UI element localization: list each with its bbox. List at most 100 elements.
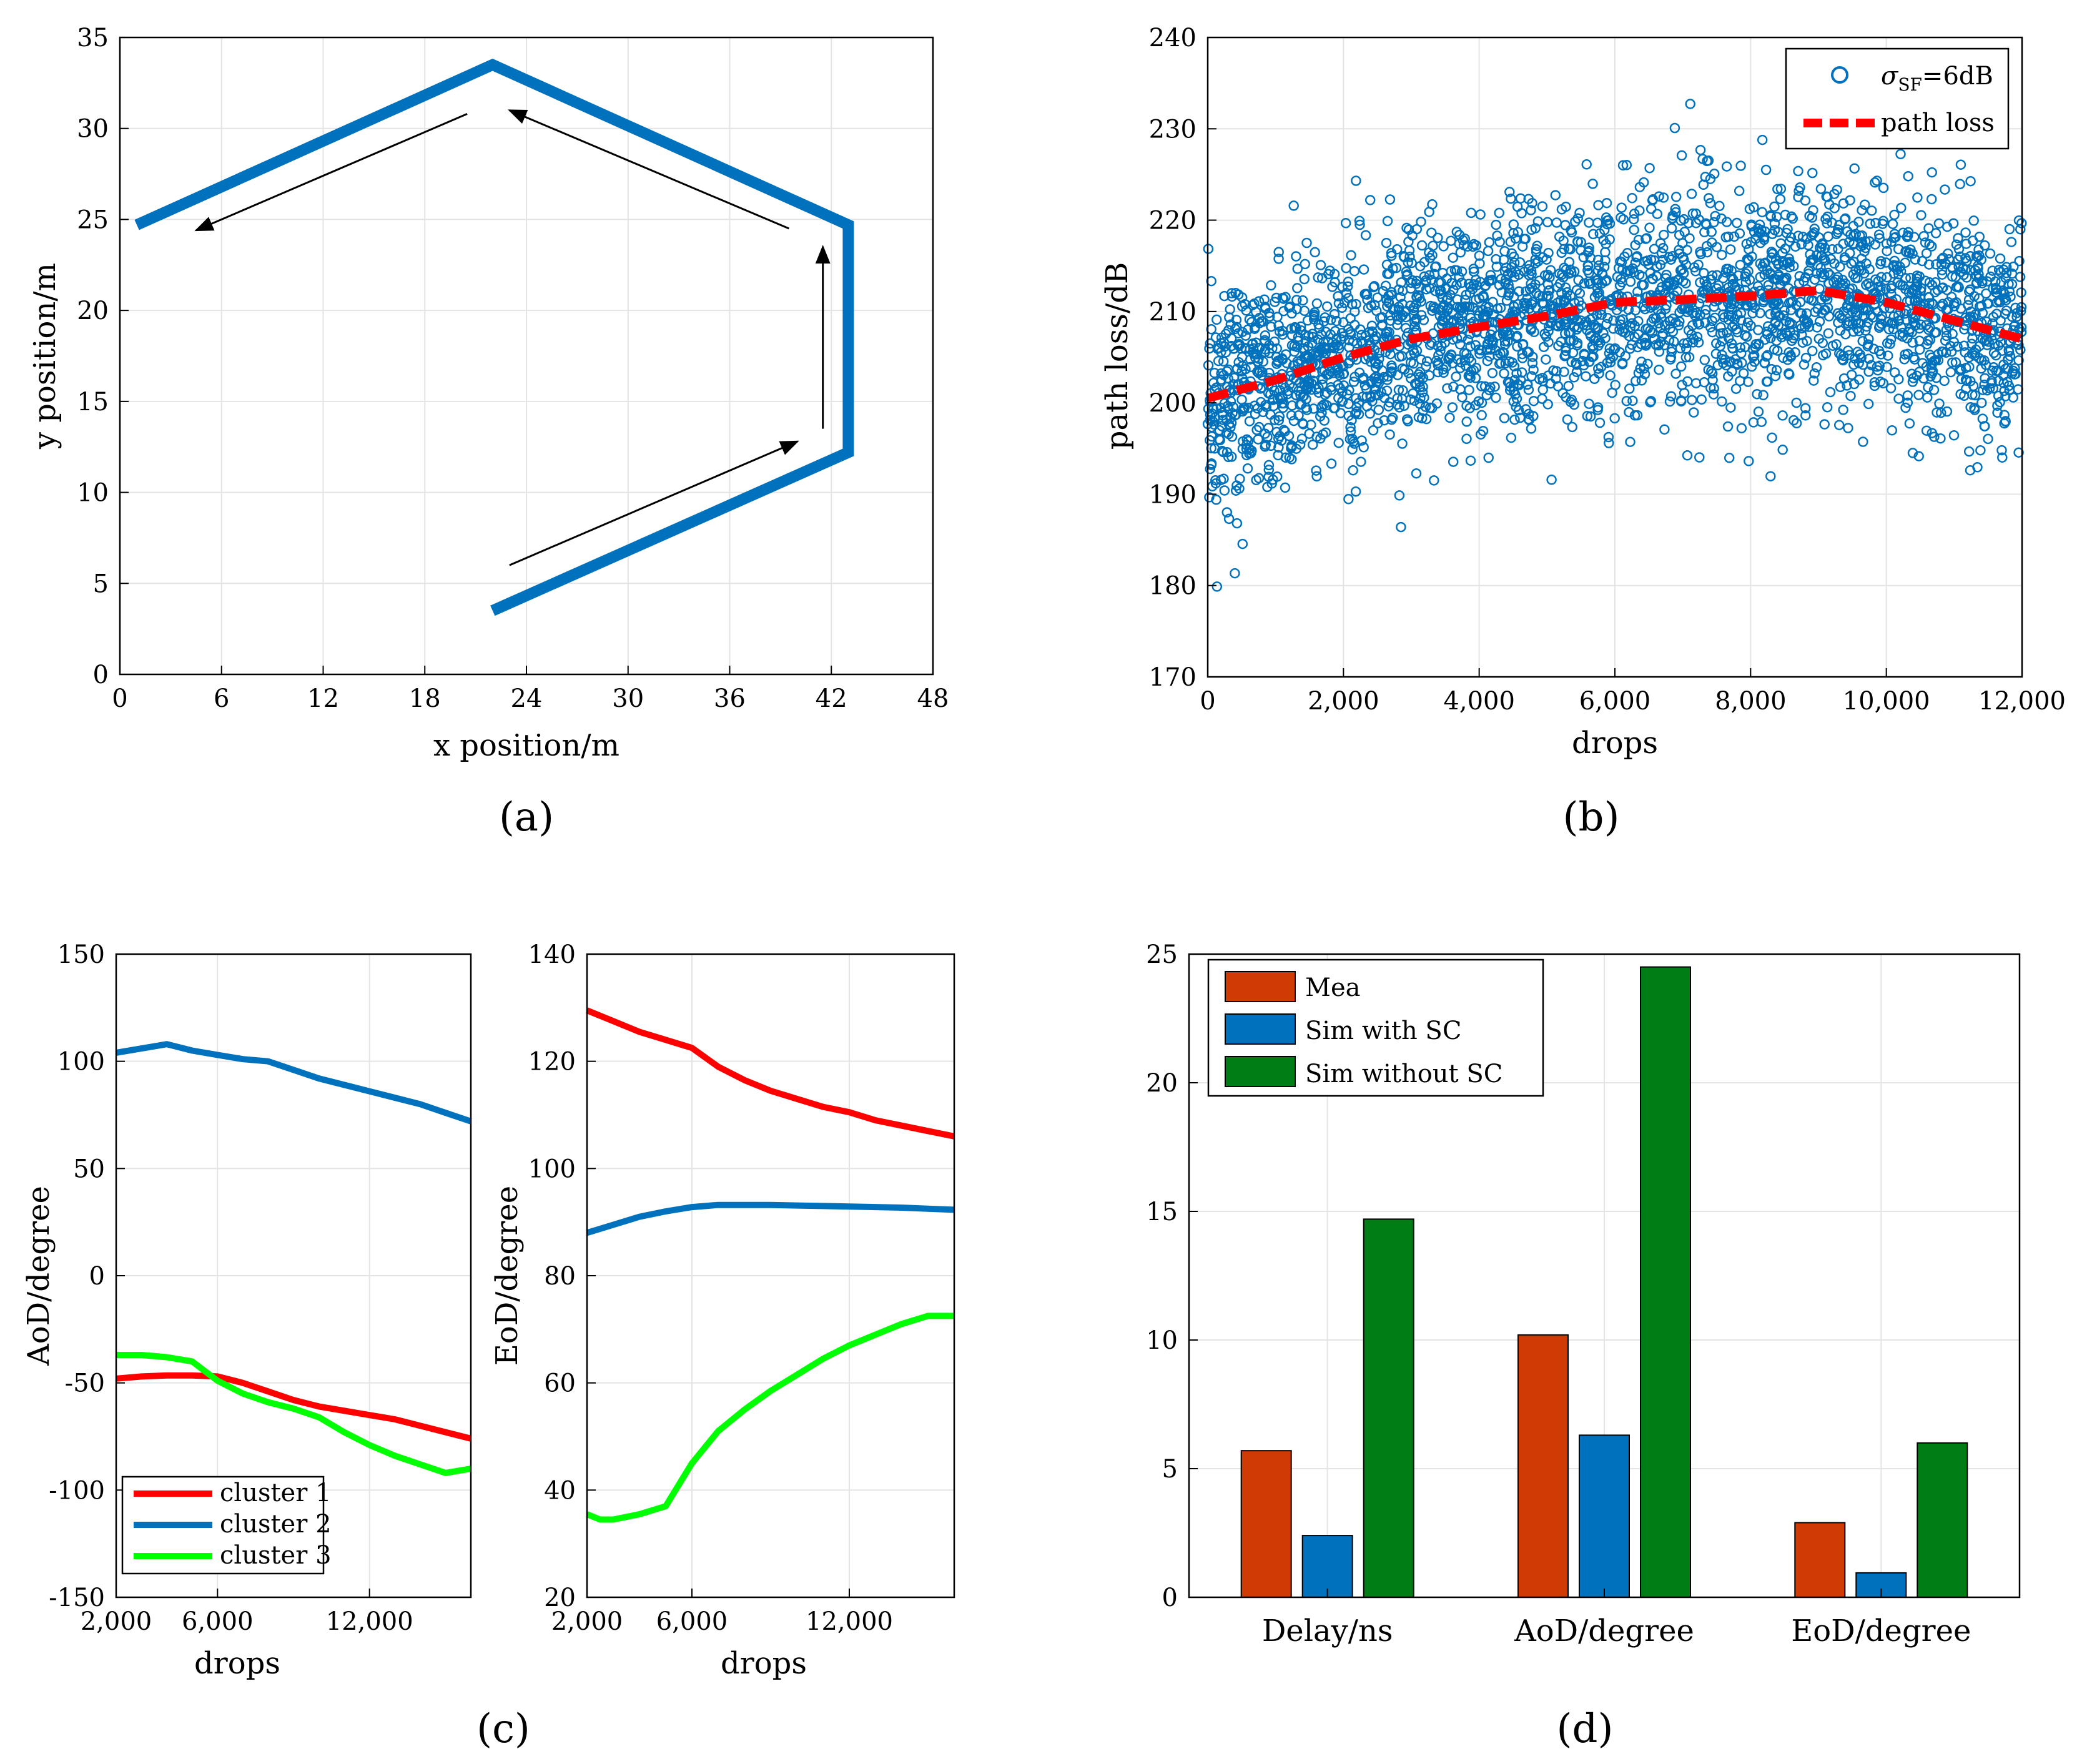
scatter-point	[1843, 345, 1853, 356]
scatter-point	[1584, 398, 1594, 410]
scatter-point	[1569, 399, 1579, 410]
scatter-point	[1315, 411, 1326, 422]
scatter-point	[1706, 227, 1717, 237]
direction-arrow	[509, 440, 799, 566]
scatter-point	[1258, 407, 1268, 418]
scatter-point	[1755, 308, 1765, 318]
scatter-point	[1443, 303, 1453, 315]
panel-b-xtick-label: 12,000	[1978, 687, 2066, 716]
scatter-point	[1258, 356, 1268, 367]
scatter-point	[1711, 338, 1722, 349]
scatter-point	[1327, 282, 1338, 292]
scatter-point	[1630, 240, 1640, 250]
scatter-point	[1867, 205, 1877, 216]
scatter-point	[1679, 303, 1690, 314]
scatter-point	[1996, 445, 2007, 456]
scatter-point	[2009, 321, 2020, 332]
scatter-point	[1264, 311, 1275, 322]
scatter-point	[1403, 236, 1414, 247]
scatter-point	[1295, 390, 1306, 400]
legend-sim-with-sc-swatch	[1225, 1013, 1296, 1045]
scatter-point	[1850, 265, 1861, 275]
scatter-point	[1638, 177, 1649, 188]
scatter-point	[1592, 254, 1604, 265]
scatter-point	[1981, 288, 1991, 299]
scatter-point	[1629, 320, 1640, 332]
scatter-point	[1492, 230, 1502, 241]
scatter-point	[1885, 383, 1897, 393]
scatter-point	[1391, 244, 1403, 255]
scatter-point	[1730, 281, 1740, 292]
scatter-point	[1216, 332, 1227, 343]
scatter-point	[1902, 397, 1913, 408]
scatter-point	[1912, 270, 1923, 281]
scatter-point	[1401, 222, 1412, 234]
panel-c2-ytick-label: 40	[544, 1476, 576, 1505]
scatter-point	[1333, 340, 1344, 351]
scatter-point	[1546, 475, 1557, 485]
scatter-point	[1746, 361, 1757, 372]
scatter-point	[1968, 215, 1979, 226]
scatter-point	[1995, 337, 2006, 348]
scatter-point	[1703, 364, 1714, 375]
scatter-point	[1955, 303, 1966, 314]
scatter-point	[1543, 290, 1554, 301]
scatter-point	[1636, 280, 1647, 290]
scatter-point	[1433, 367, 1443, 378]
scatter-point	[1339, 297, 1350, 308]
scatter-point	[1594, 368, 1604, 379]
scatter-point	[1649, 244, 1660, 254]
scatter-point	[1974, 250, 1985, 261]
scatter-point	[1346, 250, 1356, 261]
panel-c-legend: cluster 1 cluster 2 cluster 3	[121, 1476, 332, 1575]
scatter-point	[1541, 354, 1551, 365]
scatter-point	[1416, 240, 1428, 251]
scatter-point	[1930, 228, 1941, 239]
scatter-point	[1320, 389, 1331, 400]
scatter-point	[1393, 305, 1404, 315]
panel-a-xtick-label: 30	[612, 684, 644, 713]
scatter-point	[1620, 327, 1631, 338]
scatter-point	[1953, 233, 1963, 244]
scatter-point	[1812, 322, 1823, 333]
scatter-point	[1205, 409, 1216, 420]
scatter-point	[1588, 229, 1599, 240]
scatter-point	[1985, 248, 1996, 259]
scatter-point	[1433, 340, 1443, 352]
scatter-point	[1699, 268, 1709, 278]
scatter-point	[1384, 194, 1396, 205]
scatter-point	[1627, 193, 1637, 204]
scatter-point	[1303, 381, 1314, 392]
scatter-point	[1350, 486, 1361, 497]
scatter-point	[1995, 267, 2006, 277]
scatter-point	[1720, 354, 1730, 365]
scatter-point	[1676, 150, 1687, 161]
scatter-point	[1478, 425, 1489, 436]
scatter-point	[1791, 418, 1802, 429]
scatter-point	[1838, 198, 1849, 209]
scatter-point	[1779, 259, 1790, 270]
scatter-point	[1922, 392, 1933, 403]
scatter-point	[1476, 397, 1488, 408]
scatter-point	[1930, 327, 1940, 338]
scatter-point	[1537, 393, 1547, 404]
scatter-point	[1561, 345, 1571, 357]
panel-c1-xtick-label: 6,000	[182, 1607, 254, 1636]
scatter-point	[1296, 325, 1306, 336]
scatter-point	[1849, 163, 1860, 174]
scatter-point	[1288, 200, 1299, 211]
scatter-point	[1888, 232, 1900, 244]
scatter-point	[1514, 257, 1526, 268]
scatter-point	[1581, 320, 1592, 331]
scatter-point	[1947, 357, 1958, 368]
scatter-point	[1941, 406, 1953, 417]
scatter-point	[1866, 360, 1877, 370]
scatter-point	[1527, 358, 1538, 368]
scatter-point	[1878, 182, 1889, 194]
scatter-point	[1937, 269, 1948, 280]
scatter-point	[1699, 288, 1710, 299]
scatter-point	[1310, 247, 1320, 258]
scatter-point	[1701, 240, 1712, 252]
scatter-point	[1451, 371, 1461, 382]
scatter-point	[1479, 381, 1491, 392]
